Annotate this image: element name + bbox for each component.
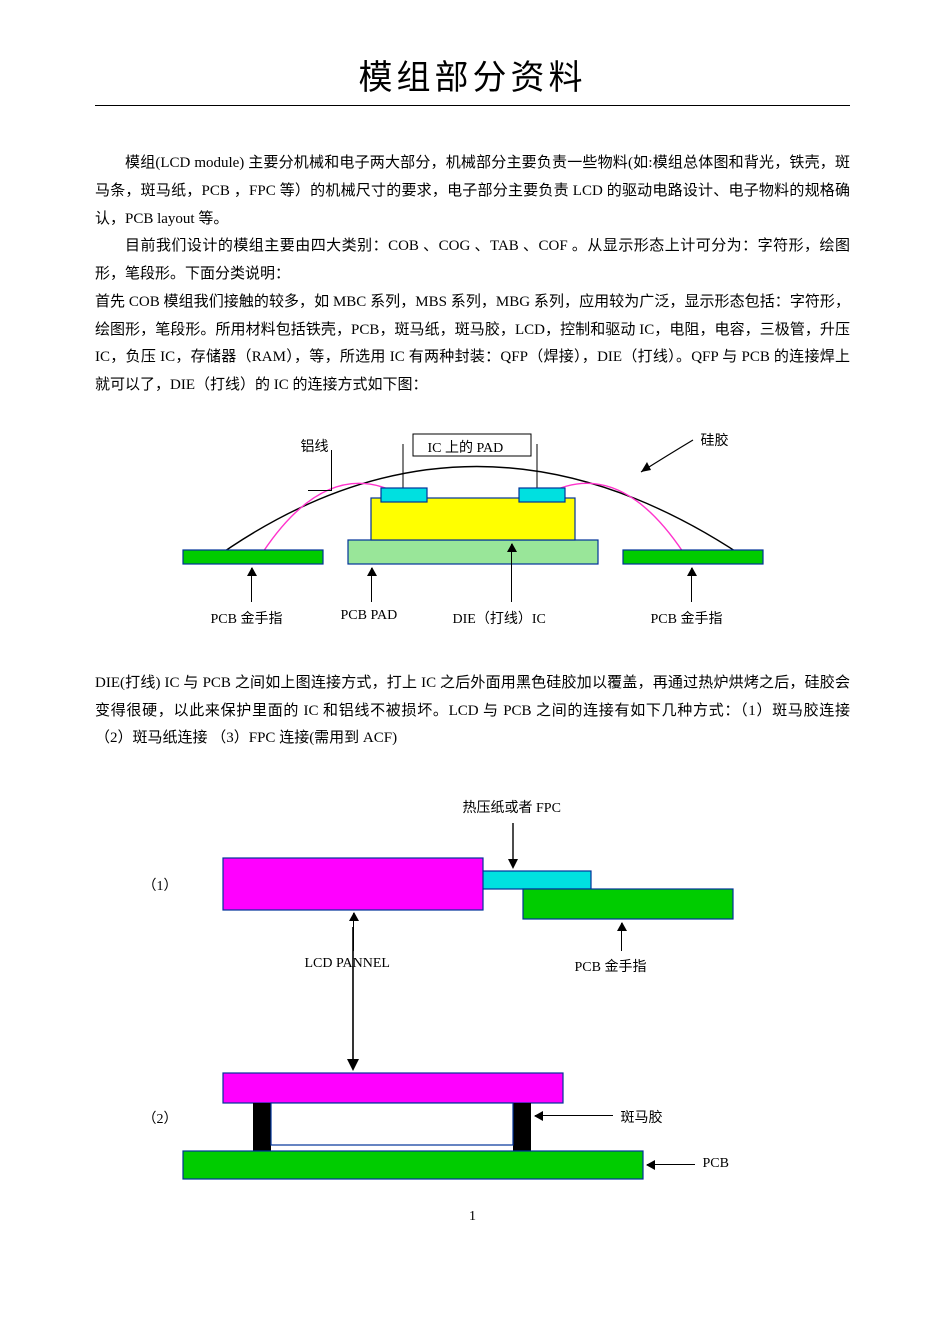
label-pcb-finger-2: PCB 金手指: [575, 956, 647, 976]
label-silicone: 硅胶: [701, 430, 729, 450]
paragraph-1: 模组(LCD module) 主要分机械和电子两大部分，机械部分主要负责一些物料…: [95, 150, 850, 233]
label-zebra: 斑马胶: [621, 1107, 663, 1127]
label-item-1: （1）: [143, 875, 178, 895]
label-item-2: （2）: [143, 1108, 178, 1128]
label-pcb: PCB: [703, 1156, 729, 1172]
label-die-ic: DIE（打线）IC: [453, 608, 546, 628]
diagram-die-wirebond: 铝线 IC 上的 PAD 硅胶 PCB 金手指 PCB PAD DIE（打线）I…: [153, 420, 793, 640]
page-number: 1: [0, 1209, 945, 1225]
label-lcd-panel: LCD PANNEL: [305, 956, 390, 972]
label-pcb-finger-left: PCB 金手指: [211, 608, 283, 628]
middle-text-block: DIE(打线) IC 与 PCB 之间如上图连接方式，打上 IC 之后外面用黑色…: [95, 670, 850, 753]
label-al-wire: 铝线: [301, 436, 329, 456]
label-ic-pad: IC 上的 PAD: [428, 437, 504, 457]
label-top-connector: 热压纸或者 FPC: [463, 797, 561, 817]
paragraph-2: 目前我们设计的模组主要由四大类别：COB 、COG 、TAB 、COF 。从显示…: [95, 233, 850, 289]
label-pcb-finger-right: PCB 金手指: [651, 608, 723, 628]
label-pcb-pad: PCB PAD: [341, 608, 398, 624]
paragraph-3: 首先 COB 模组我们接触的较多，如 MBC 系列，MBS 系列，MBG 系列，…: [95, 289, 850, 400]
diagram-lcd-pcb-connections: 热压纸或者 FPC （1） LCD PANNEL PCB 金手指 （2） 斑马胶…: [143, 793, 803, 1213]
page-title: 模组部分资料: [95, 50, 850, 106]
paragraph-4: DIE(打线) IC 与 PCB 之间如上图连接方式，打上 IC 之后外面用黑色…: [95, 670, 850, 753]
intro-text-block: 模组(LCD module) 主要分机械和电子两大部分，机械部分主要负责一些物料…: [95, 150, 850, 400]
